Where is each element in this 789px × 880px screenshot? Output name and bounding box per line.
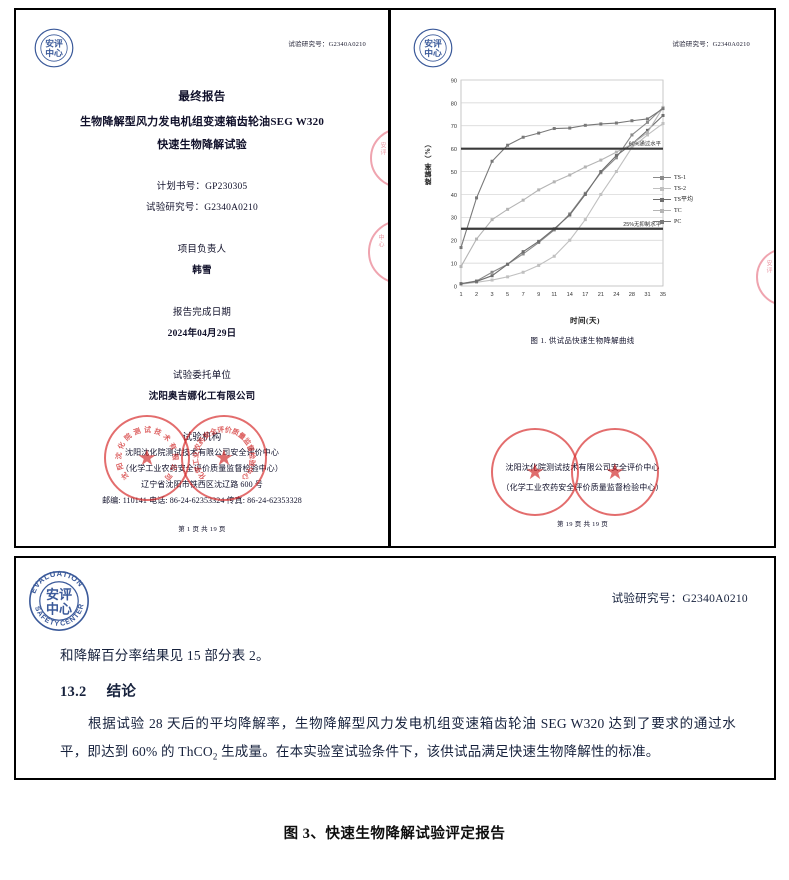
legend-color-swatch [653,218,671,225]
page1-study-number-body: 试验研究号：G2340A0210 [146,203,258,213]
page2-org-name-1: 沈阳沈化院测试技术有限公司安全评价中心 [505,463,660,472]
page1-subtitle-1: 生物降解型风力发电机组变速箱齿轮油SEG W320 [79,116,325,128]
biodegradation-chart: 降解率（%） 0 10 20 30 40 50 60 70 80 90 1 2 3 5 7 9 11 14 17 21… [424,72,745,325]
svg-text:9: 9 [537,292,540,298]
chart-legend: TS-1 TS-2 TS平均 TC PC [653,172,693,227]
page3-line-1: 和降解百分率结果见 15 部分表 2。 [60,648,270,663]
page3-conclusion-subscript: 2 [212,751,218,762]
svg-text:11: 11 [551,292,557,298]
scanned-pages-row: 安评 中心 试验研究号：G2340A0210 最终报告 生物降解型风力发电机组变… [14,8,776,548]
scanned-page-1: 安评 中心 试验研究号：G2340A0210 最终报告 生物降解型风力发电机组变… [14,8,390,548]
svg-text:25%无抑制水平: 25%无抑制水平 [623,220,661,228]
svg-text:17: 17 [582,292,588,298]
page1-footer: 第 1 页 共 19 页 [178,526,226,533]
page2-edge-stamp: 安评 [756,248,774,306]
svg-text:24: 24 [613,292,619,298]
scanned-page-3: EVALUATION SAFETY CENTER 安评 中心 试验研究号：G23… [14,556,776,780]
safety-evaluation-center-seal-icon-2: 安评 中心 [413,28,453,68]
page1-study-number: 试验研究号：G2340A0210 [288,41,366,48]
legend-label: TS-1 [674,174,686,181]
safety-evaluation-center-seal-icon-3: EVALUATION SAFETY CENTER 安评 中心 [28,570,90,632]
safety-evaluation-center-seal-icon: 安评 中心 [34,28,74,68]
svg-text:21: 21 [598,292,604,298]
page1-org-name-2: （化学工业农药安全评价质量监督检验中心） [121,464,283,473]
page1-org-contact: 邮编: 110141 电话: 86-24-62353324 传真: 86-24-… [102,496,302,505]
chart-x-axis-label: 时间(天) [570,316,600,325]
svg-text:5: 5 [506,292,509,298]
chart-y-axis-label: 降解率（%） [424,140,432,185]
page1-subtitle-2: 快速生物降解试验 [157,139,247,151]
svg-text:安评: 安评 [424,37,442,48]
svg-text:7: 7 [522,292,525,298]
svg-text:60%通过水平: 60%通过水平 [629,140,662,148]
svg-text:3: 3 [491,292,494,298]
chart-legend-item: TS-2 [653,183,693,194]
page3-section-heading: 13.2 结论 [60,680,736,701]
svg-text:1: 1 [459,292,462,298]
svg-text:14: 14 [567,292,573,298]
page1-title: 最终报告 [178,91,226,103]
svg-text:2: 2 [475,292,478,298]
page3-conclusion-part-1: 根据试验 28 天后的平均降解率，生物降解型风力发电机组变速箱齿轮油 SEG W… [60,716,736,759]
page1-org-address: 辽宁省沈阳市铁西区沈辽路 600 号 [141,480,263,489]
page1-sponsor-name: 沈阳奥吉娜化工有限公司 [148,392,256,402]
page1-sponsor-label: 试验委托单位 [172,371,232,381]
legend-color-swatch [653,196,671,203]
svg-text:50: 50 [451,170,457,176]
page3-conclusion-part-2: 生成量。在本实验室试验条件下，该供试品满足快速生物降解性的标准。 [217,744,660,759]
page1-date-value: 2024年04月29日 [167,329,237,339]
page3-section-number: 13.2 [60,684,87,700]
page3-study-number: 试验研究号：G2340A0210 [611,593,748,605]
page1-date-label: 报告完成日期 [172,308,232,318]
legend-label: TC [674,207,682,214]
svg-text:10: 10 [451,262,457,268]
main-figure-caption: 图 3、快速生物降解试验评定报告 [283,826,506,842]
svg-text:中心: 中心 [424,47,442,58]
page2-figure-caption: 图 1. 供试品快速生物降解曲线 [530,336,635,345]
page1-leader-name: 韩雪 [192,266,212,276]
page1-plan-number: 计划书号：GP230305 [156,182,248,192]
svg-text:安评: 安评 [45,37,63,48]
legend-color-swatch [653,185,671,192]
chart-legend-item: TS-1 [653,172,693,183]
svg-text:0: 0 [454,284,457,290]
legend-color-swatch [653,174,671,181]
svg-text:90: 90 [451,78,457,84]
legend-label: PC [674,218,682,225]
chart-legend-item: TS平均 [653,194,693,205]
page2-org-name-2: （化学工业农药安全评价质量监督检验中心） [501,483,664,492]
page2-study-number: 试验研究号：G2340A0210 [672,41,750,48]
legend-label: TS-2 [674,185,686,192]
chart-legend-item: PC [653,216,693,227]
svg-text:28: 28 [629,292,635,298]
page2-footer: 第 19 页 共 19 页 [556,521,609,528]
page1-leader-label: 项目负责人 [177,245,227,255]
scanned-page-2: 安评 中心 试验研究号：G2340A0210 降解率（%） 0 10 20 30 40 5… [390,8,776,548]
svg-text:80: 80 [451,101,457,107]
legend-label: TS平均 [674,196,694,203]
svg-text:中心: 中心 [46,601,72,616]
page1-org-name-1: 沈阳沈化院测试技术有限公司安全评价中心 [125,448,279,457]
svg-text:31: 31 [644,292,650,298]
legend-color-swatch [653,207,671,214]
page1-org-label: 试验机构 [182,433,222,443]
chart-legend-item: TC [653,205,693,216]
page3-conclusion-paragraph: 根据试验 28 天后的平均降解率，生物降解型风力发电机组变速箱齿轮油 SEG W… [60,710,736,771]
svg-text:30: 30 [451,216,457,222]
svg-text:安评: 安评 [46,587,72,602]
svg-text:40: 40 [451,193,457,199]
svg-text:60: 60 [451,147,457,153]
svg-text:20: 20 [451,239,457,245]
svg-text:70: 70 [451,124,457,130]
svg-text:35: 35 [660,292,666,298]
page3-section-title: 结论 [106,684,137,700]
svg-text:中心: 中心 [45,47,63,58]
